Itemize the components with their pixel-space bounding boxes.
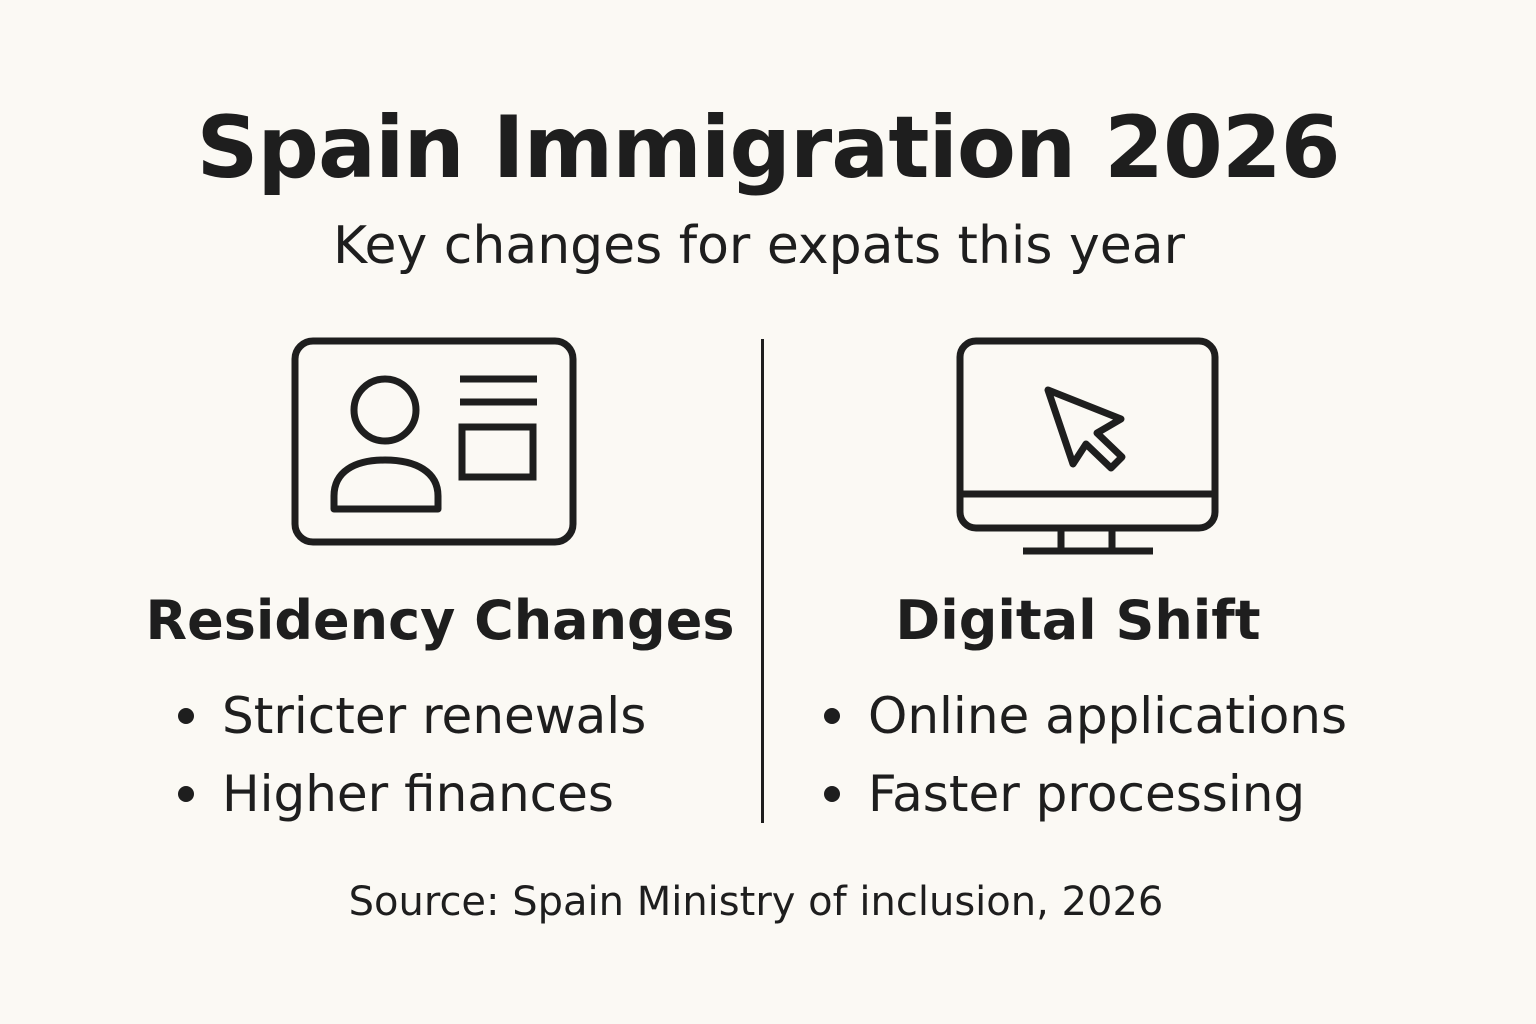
- digital-shift-list: Online applications Faster processing: [822, 677, 1347, 833]
- bullet-icon: [824, 786, 840, 802]
- list-item-text: Stricter renewals: [222, 687, 647, 745]
- bullet-icon: [178, 786, 194, 802]
- column-divider: [761, 339, 764, 823]
- list-item: Higher finances: [176, 755, 646, 833]
- infographic-subtitle: Key changes for expats this year: [333, 216, 1185, 276]
- list-item-text: Higher finances: [222, 765, 614, 823]
- list-item-text: Online applications: [868, 687, 1348, 745]
- bullet-icon: [824, 708, 840, 724]
- list-item: Faster processing: [822, 755, 1347, 833]
- source-citation: Source: Spain Ministry of inclusion, 202…: [348, 879, 1164, 925]
- residency-changes-list: Stricter renewals Higher finances: [176, 677, 646, 833]
- residency-changes-heading: Residency Changes: [145, 589, 735, 652]
- infographic-title: Spain Immigration 2026: [196, 98, 1340, 198]
- computer-monitor-cursor-icon: [955, 336, 1221, 558]
- list-item: Online applications: [822, 677, 1347, 755]
- id-card-icon: [290, 336, 580, 550]
- list-item: Stricter renewals: [176, 677, 646, 755]
- digital-shift-heading: Digital Shift: [895, 589, 1261, 652]
- bullet-icon: [178, 708, 194, 724]
- list-item-text: Faster processing: [868, 765, 1306, 823]
